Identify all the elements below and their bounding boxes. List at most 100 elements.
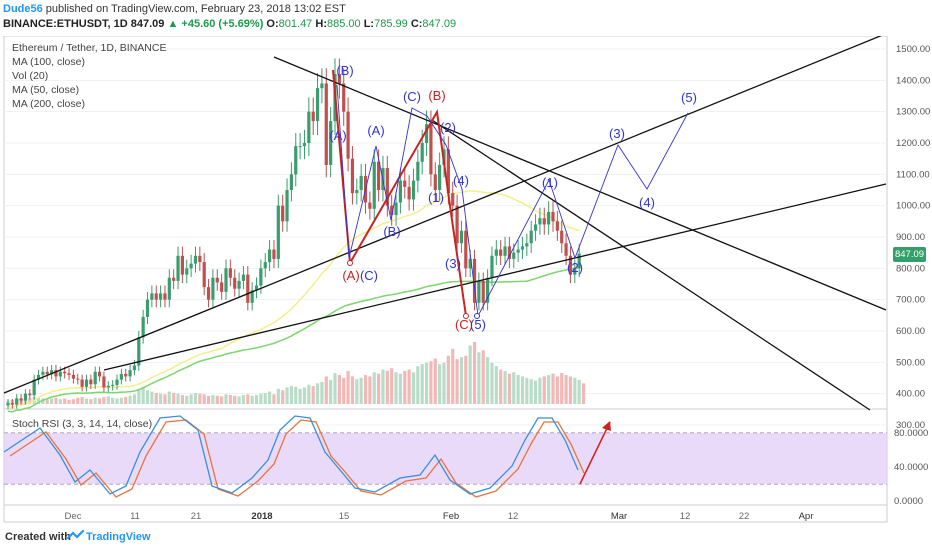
- candle-body: [71, 374, 75, 379]
- legend-title: Ethereum / Tether, 1D, BINANCE: [12, 42, 167, 54]
- price-tick: 600.00: [896, 326, 925, 337]
- time-tick: Dec: [65, 511, 82, 522]
- time-tick: 11: [130, 511, 140, 522]
- low-value: 785.99: [374, 18, 408, 30]
- volume-bar: [503, 370, 507, 404]
- candle-body: [311, 111, 315, 122]
- volume-bar: [202, 394, 206, 404]
- candle-body: [202, 262, 206, 288]
- price-tick: 1400.00: [896, 75, 930, 86]
- volume-bar: [237, 396, 241, 404]
- volume-bar: [180, 395, 184, 404]
- candle-body: [233, 277, 237, 289]
- volume-bar: [294, 386, 298, 404]
- candle-body: [45, 371, 49, 375]
- volume-bar: [76, 397, 80, 404]
- candle-body: [23, 393, 28, 401]
- wave-label: (C): [403, 89, 421, 104]
- candle-body: [337, 74, 341, 84]
- volume-bar: [494, 366, 498, 404]
- candle-body: [84, 379, 89, 387]
- volume-bar: [438, 364, 442, 404]
- candle-body: [215, 277, 219, 283]
- volume-bar: [250, 395, 254, 404]
- candle-body: [529, 230, 533, 244]
- price-tick: 1000.00: [896, 201, 930, 212]
- legend-ma200[interactable]: MA (200, close): [12, 98, 85, 110]
- candle-body: [19, 398, 23, 401]
- volume-bar: [67, 399, 71, 404]
- tradingview-link[interactable]: TradingView: [86, 531, 151, 543]
- candle-body: [124, 373, 128, 377]
- volume-bar: [115, 398, 119, 404]
- volume-bar: [233, 395, 237, 404]
- high-value: 885.00: [326, 18, 361, 30]
- wave-paths: [332, 69, 689, 319]
- rsi-k-line: [3, 415, 579, 495]
- candle-body: [307, 111, 311, 143]
- wave-label: (5): [681, 90, 697, 105]
- legend-ma50[interactable]: MA (50, close): [12, 84, 80, 96]
- volume-bars: [6, 342, 586, 404]
- volume-bar: [372, 372, 376, 404]
- open-value: 801.47: [278, 18, 313, 30]
- volume-bar: [93, 397, 97, 404]
- legend-vol[interactable]: Vol (20): [12, 70, 49, 82]
- wave-label: (5): [470, 317, 486, 332]
- volume-bar: [281, 390, 285, 404]
- candle-body: [50, 370, 54, 375]
- candle-body: [41, 371, 45, 375]
- price-axis[interactable]: 300.00 400.00 500.00 600.00 700.00 800.00 900.…: [896, 44, 930, 431]
- candle-body: [302, 143, 307, 147]
- candle-body: [468, 258, 472, 269]
- volume-bar: [298, 388, 302, 404]
- volume-bar: [324, 376, 328, 404]
- candle-body: [111, 384, 115, 386]
- wave-label: (A): [367, 123, 384, 138]
- candle-body: [503, 246, 507, 256]
- candle-body: [159, 293, 163, 300]
- candle-body: [206, 287, 211, 300]
- wave-label: (B): [428, 88, 445, 103]
- volume-bar: [241, 395, 246, 404]
- candle-body: [36, 374, 41, 380]
- candle-body: [499, 249, 503, 256]
- author-link[interactable]: Dude56: [3, 3, 43, 15]
- candle-body: [342, 83, 346, 112]
- candle-body: [329, 121, 333, 165]
- volume-bar: [398, 373, 402, 404]
- time-axis[interactable]: Dec 11 21 2018 15 Feb 12 Mar 12 22 Apr: [65, 511, 814, 522]
- candle-body: [132, 365, 137, 371]
- candle-body: [320, 83, 324, 89]
- wave-label: (3): [609, 126, 625, 141]
- symbol-name: BINANCE:ETHUSDT, 1D: [3, 18, 128, 30]
- volume-bar: [276, 388, 280, 404]
- volume-bar: [206, 395, 211, 404]
- volume-bar: [272, 394, 276, 404]
- tradingview-logo-icon: [67, 529, 85, 540]
- created-with: Created with: [5, 531, 72, 543]
- candle-body: [451, 193, 455, 206]
- volume-bar: [507, 373, 511, 404]
- wave-label: (C): [455, 317, 473, 332]
- volume-bar: [254, 395, 259, 404]
- candle-body: [76, 378, 80, 380]
- wave-label: (B): [383, 224, 400, 239]
- time-tick: 15: [339, 511, 350, 522]
- volume-bar: [54, 397, 58, 404]
- rsi-axis: 0.0000 40.0000 80.0000: [894, 428, 928, 507]
- price-tick: 700.00: [896, 295, 925, 306]
- price-chart[interactable]: (B)(A) (A)(C) (B)(2)(1)(4)(B)(A) (C)(3)(C)(…: [0, 36, 932, 523]
- candle-body: [106, 385, 110, 388]
- volume-bar: [520, 376, 525, 404]
- legend-ma100[interactable]: MA (100, close): [12, 56, 85, 68]
- candle-body: [119, 373, 123, 380]
- candle-body: [128, 370, 132, 377]
- rsi-label[interactable]: Stoch RSI (3, 3, 14, 14, close): [12, 418, 153, 430]
- candle-body: [28, 393, 32, 396]
- volume-bar: [547, 375, 551, 404]
- wave-label: (2): [567, 260, 583, 275]
- candle-body: [385, 168, 389, 206]
- candle-body: [346, 111, 350, 159]
- candle-body: [429, 124, 433, 175]
